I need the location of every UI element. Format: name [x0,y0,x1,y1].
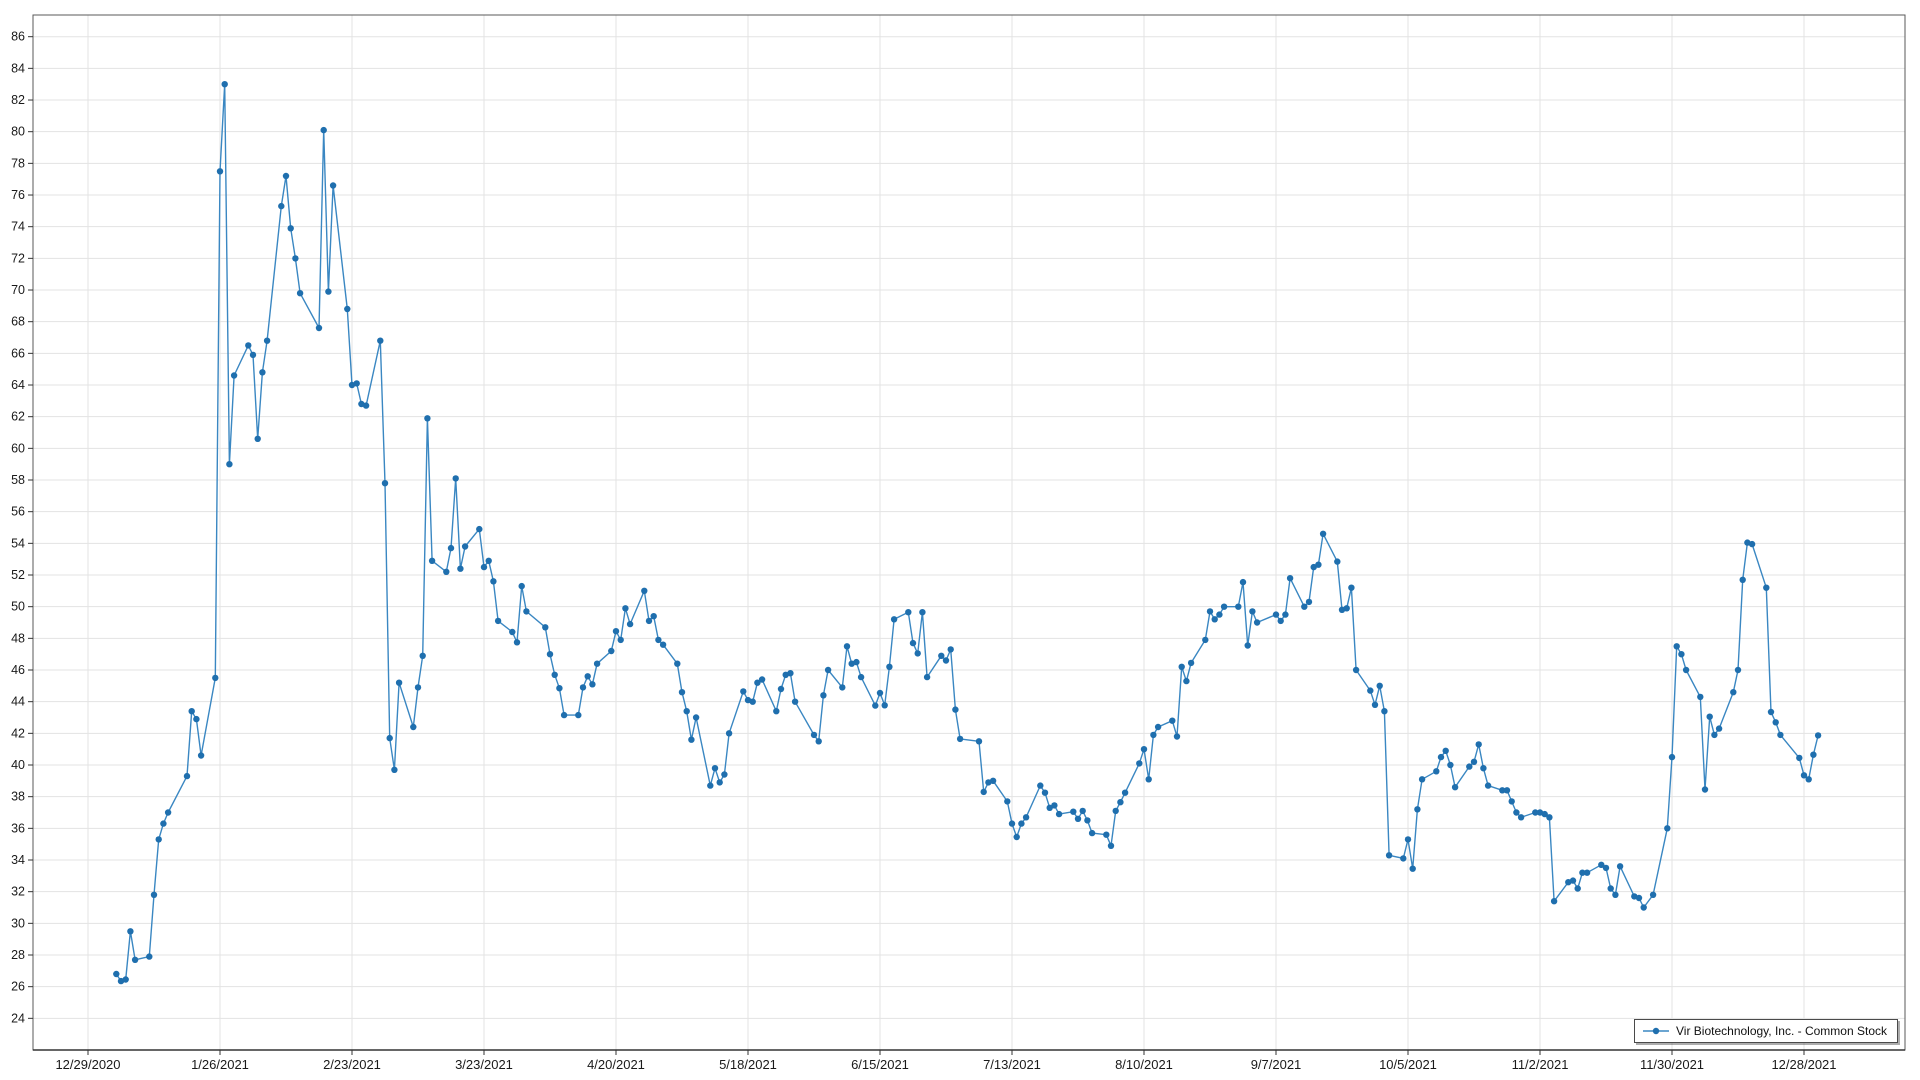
svg-text:70: 70 [11,283,25,297]
svg-text:6/15/2021: 6/15/2021 [851,1057,909,1072]
svg-text:10/5/2021: 10/5/2021 [1379,1057,1437,1072]
svg-text:5/18/2021: 5/18/2021 [719,1057,777,1072]
svg-text:74: 74 [11,220,25,234]
legend-series-label: Vir Biotechnology, Inc. - Common Stock [1676,1024,1887,1038]
svg-text:48: 48 [11,631,25,645]
svg-text:58: 58 [11,473,25,487]
svg-text:2/23/2021: 2/23/2021 [323,1057,381,1072]
svg-text:3/23/2021: 3/23/2021 [455,1057,513,1072]
svg-text:64: 64 [11,378,25,392]
legend-series-marker-icon [1643,1027,1670,1035]
svg-text:56: 56 [11,505,25,519]
svg-text:40: 40 [11,758,25,772]
svg-text:11/30/2021: 11/30/2021 [1640,1057,1704,1072]
svg-text:9/7/2021: 9/7/2021 [1251,1057,1302,1072]
svg-text:44: 44 [11,695,25,709]
svg-text:12/28/2021: 12/28/2021 [1771,1057,1836,1072]
svg-text:80: 80 [11,125,25,139]
svg-text:1/26/2021: 1/26/2021 [191,1057,249,1072]
svg-text:4/20/2021: 4/20/2021 [587,1057,645,1072]
svg-text:26: 26 [11,980,25,994]
svg-text:8/10/2021: 8/10/2021 [1115,1057,1173,1072]
svg-text:38: 38 [11,790,25,804]
svg-text:28: 28 [11,948,25,962]
svg-text:72: 72 [11,251,25,265]
svg-text:68: 68 [11,315,25,329]
svg-text:84: 84 [11,61,25,75]
svg-text:12/29/2020: 12/29/2020 [55,1057,120,1072]
svg-text:66: 66 [11,346,25,360]
svg-text:76: 76 [11,188,25,202]
svg-text:86: 86 [11,30,25,44]
svg-text:82: 82 [11,93,25,107]
svg-text:54: 54 [11,536,25,550]
svg-text:7/13/2021: 7/13/2021 [983,1057,1041,1072]
svg-text:46: 46 [11,663,25,677]
svg-text:60: 60 [11,441,25,455]
svg-text:24: 24 [11,1011,25,1025]
svg-text:30: 30 [11,916,25,930]
svg-text:32: 32 [11,885,25,899]
svg-text:11/2/2021: 11/2/2021 [1512,1057,1569,1072]
legend[interactable]: Vir Biotechnology, Inc. - Common Stock [1634,1019,1898,1043]
svg-text:78: 78 [11,156,25,170]
svg-text:62: 62 [11,410,25,424]
svg-text:36: 36 [11,821,25,835]
svg-text:52: 52 [11,568,25,582]
svg-text:34: 34 [11,853,25,867]
svg-text:50: 50 [11,600,25,614]
svg-text:42: 42 [11,726,25,740]
